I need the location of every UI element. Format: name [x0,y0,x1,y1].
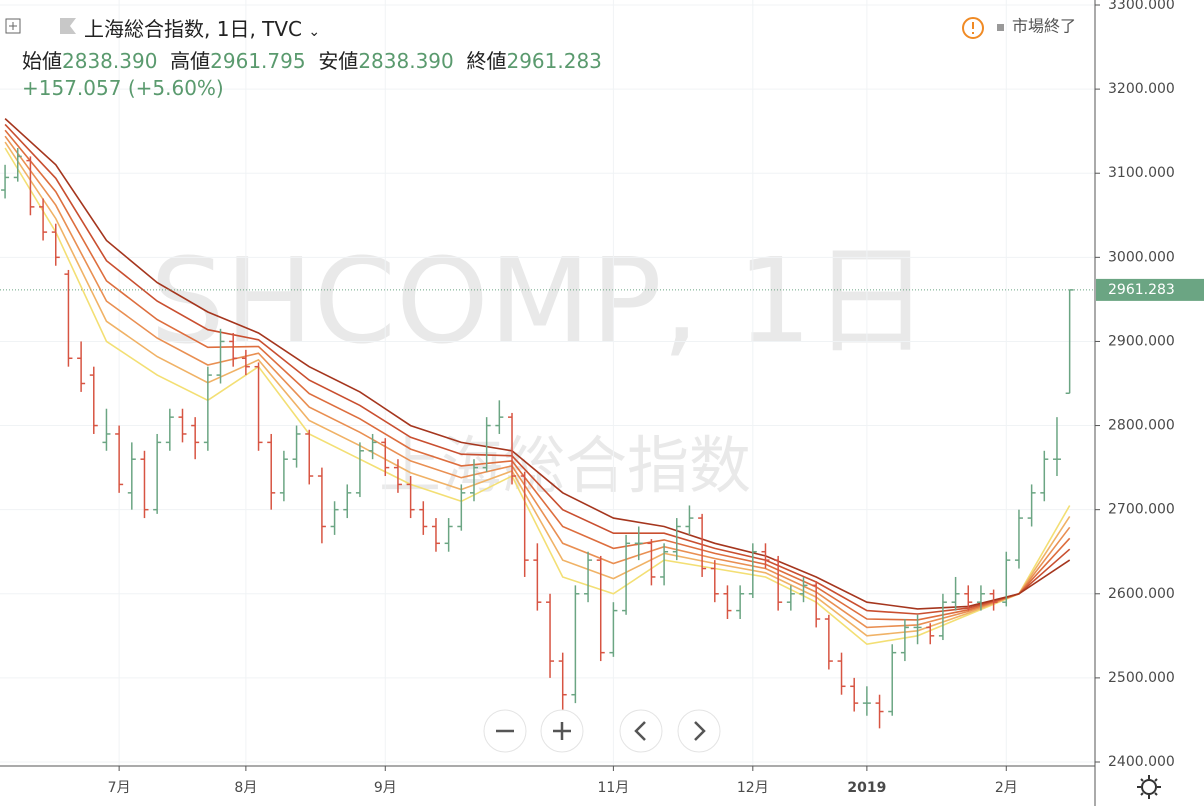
scroll-left-button[interactable] [619,709,663,753]
value: 2838.390 [62,49,158,73]
label: 終値 [466,49,507,73]
x-tick-label: 9月 [374,780,397,796]
y-tick-label: 3200.000 [1108,81,1175,97]
y-tick-label: 2500.000 [1108,670,1175,686]
y-tick-label: 2400.000 [1108,754,1175,770]
y-tick-label: 3300.000 [1108,0,1175,13]
label: 高値 [170,49,211,73]
x-tick-label: 2019 [847,780,886,796]
value: 2961.283 [506,49,602,73]
y-tick-label: 2900.000 [1108,333,1175,349]
flag-icon[interactable] [60,18,76,34]
moving-average [4,147,1071,646]
last-price-box [1096,278,1204,301]
alert-icon[interactable] [962,17,984,39]
x-tick-label: 11月 [597,780,629,796]
value: 2838.390 [358,49,454,73]
ohlc-legend: 始値2838.390 高値2961.795 安値2838.390 終値2961.… [22,45,602,74]
zoom-controls [483,709,721,753]
x-tick-label: 2月 [995,780,1018,796]
moving-average [4,135,1071,629]
symbol-title[interactable]: 上海総合指数, 1日, TVC ⌄ [84,17,321,41]
status-dot [997,24,1004,31]
change: +157.057 (+5.60%) [22,76,224,100]
icon [694,721,706,741]
settings-button[interactable] [1137,775,1161,799]
y-tick-label: 2600.000 [1108,586,1175,602]
label: 安値 [318,49,359,73]
moving-average [4,123,1071,615]
y-tick-label: 2700.000 [1108,502,1175,518]
expand-icon[interactable] [5,18,21,34]
moving-average [4,141,1071,637]
y-tick-label: 2800.000 [1108,418,1175,434]
market-status: 市場終了 [1012,17,1076,36]
value: 2961.795 [210,49,306,73]
title: 上海総合指数, 1日, TVC [84,17,303,41]
icon [9,22,17,30]
scroll-right-button[interactable] [677,709,721,753]
last-price-label: 2961.283 [1108,282,1175,298]
moving-average [4,129,1071,621]
x-tick-label: 12月 [737,780,769,796]
icon [634,721,646,741]
x-tick-label: 8月 [234,780,257,796]
plot [0,0,1095,766]
y-tick-label: 3100.000 [1108,165,1175,181]
label: 始値 [22,49,62,73]
x-tick-label: 7月 [108,780,131,796]
moving-average [4,118,1071,610]
y-tick-label: 3000.000 [1108,249,1175,265]
icon [553,722,571,740]
watermark-sub: 上海総合指数 [379,429,751,502]
watermark: SHCOMP, 1日 [150,232,930,370]
